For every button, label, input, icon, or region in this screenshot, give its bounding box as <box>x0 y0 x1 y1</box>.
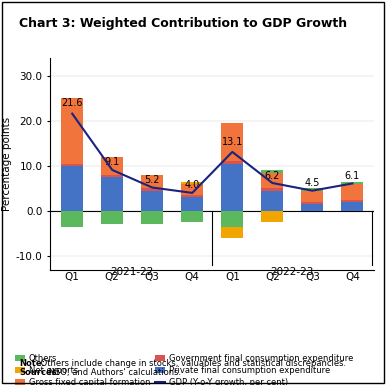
Text: 9.1: 9.1 <box>105 157 120 167</box>
Bar <box>181 182 203 184</box>
Bar <box>141 191 163 211</box>
Bar <box>181 184 203 195</box>
Bar <box>101 157 123 175</box>
Text: Others include change in stocks, valuables and statistical discrepancies.: Others include change in stocks, valuabl… <box>38 359 346 368</box>
Text: 4.5: 4.5 <box>305 178 320 188</box>
Text: 2022-23: 2022-23 <box>271 267 314 277</box>
Text: Sources:: Sources: <box>19 368 60 377</box>
Text: 6.2: 6.2 <box>265 171 280 181</box>
Bar <box>141 188 163 191</box>
Text: 13.1: 13.1 <box>222 137 243 147</box>
Bar <box>301 191 323 202</box>
Text: 21.6: 21.6 <box>61 98 83 108</box>
Legend: Others, Net exports, Gross fixed capital formation, Government final consumption: Others, Net exports, Gross fixed capital… <box>15 354 353 385</box>
Y-axis label: Percentage points: Percentage points <box>2 117 12 211</box>
Text: 6.1: 6.1 <box>345 171 360 181</box>
Bar <box>221 227 243 238</box>
Bar <box>341 200 363 202</box>
Bar <box>261 172 283 188</box>
Bar <box>101 177 123 211</box>
Bar <box>261 211 283 222</box>
Bar <box>301 188 323 191</box>
Bar <box>221 161 243 164</box>
Bar <box>261 188 283 191</box>
Bar <box>141 211 163 224</box>
Bar <box>341 182 363 184</box>
Bar <box>101 211 123 224</box>
Bar <box>301 204 323 211</box>
Bar <box>221 164 243 211</box>
Text: Chart 3: Weighted Contribution to GDP Growth: Chart 3: Weighted Contribution to GDP Gr… <box>19 17 347 30</box>
Text: 2021-22: 2021-22 <box>110 267 154 277</box>
Bar <box>61 166 83 211</box>
Text: NSO; and Authors' calculations.: NSO; and Authors' calculations. <box>46 368 181 377</box>
Bar <box>61 98 83 164</box>
Bar <box>341 202 363 211</box>
Bar <box>61 164 83 166</box>
Bar <box>221 123 243 161</box>
Bar <box>181 198 203 211</box>
Text: 5.2: 5.2 <box>144 175 160 185</box>
Bar <box>261 171 283 172</box>
Bar <box>221 211 243 227</box>
Bar <box>61 211 83 227</box>
Bar <box>261 191 283 211</box>
Bar <box>101 175 123 177</box>
Bar <box>181 195 203 198</box>
Bar <box>301 202 323 204</box>
Text: 4.0: 4.0 <box>185 180 200 190</box>
Bar <box>141 175 163 188</box>
Text: Note:: Note: <box>19 359 45 368</box>
Bar <box>341 184 363 200</box>
Bar <box>181 211 203 222</box>
